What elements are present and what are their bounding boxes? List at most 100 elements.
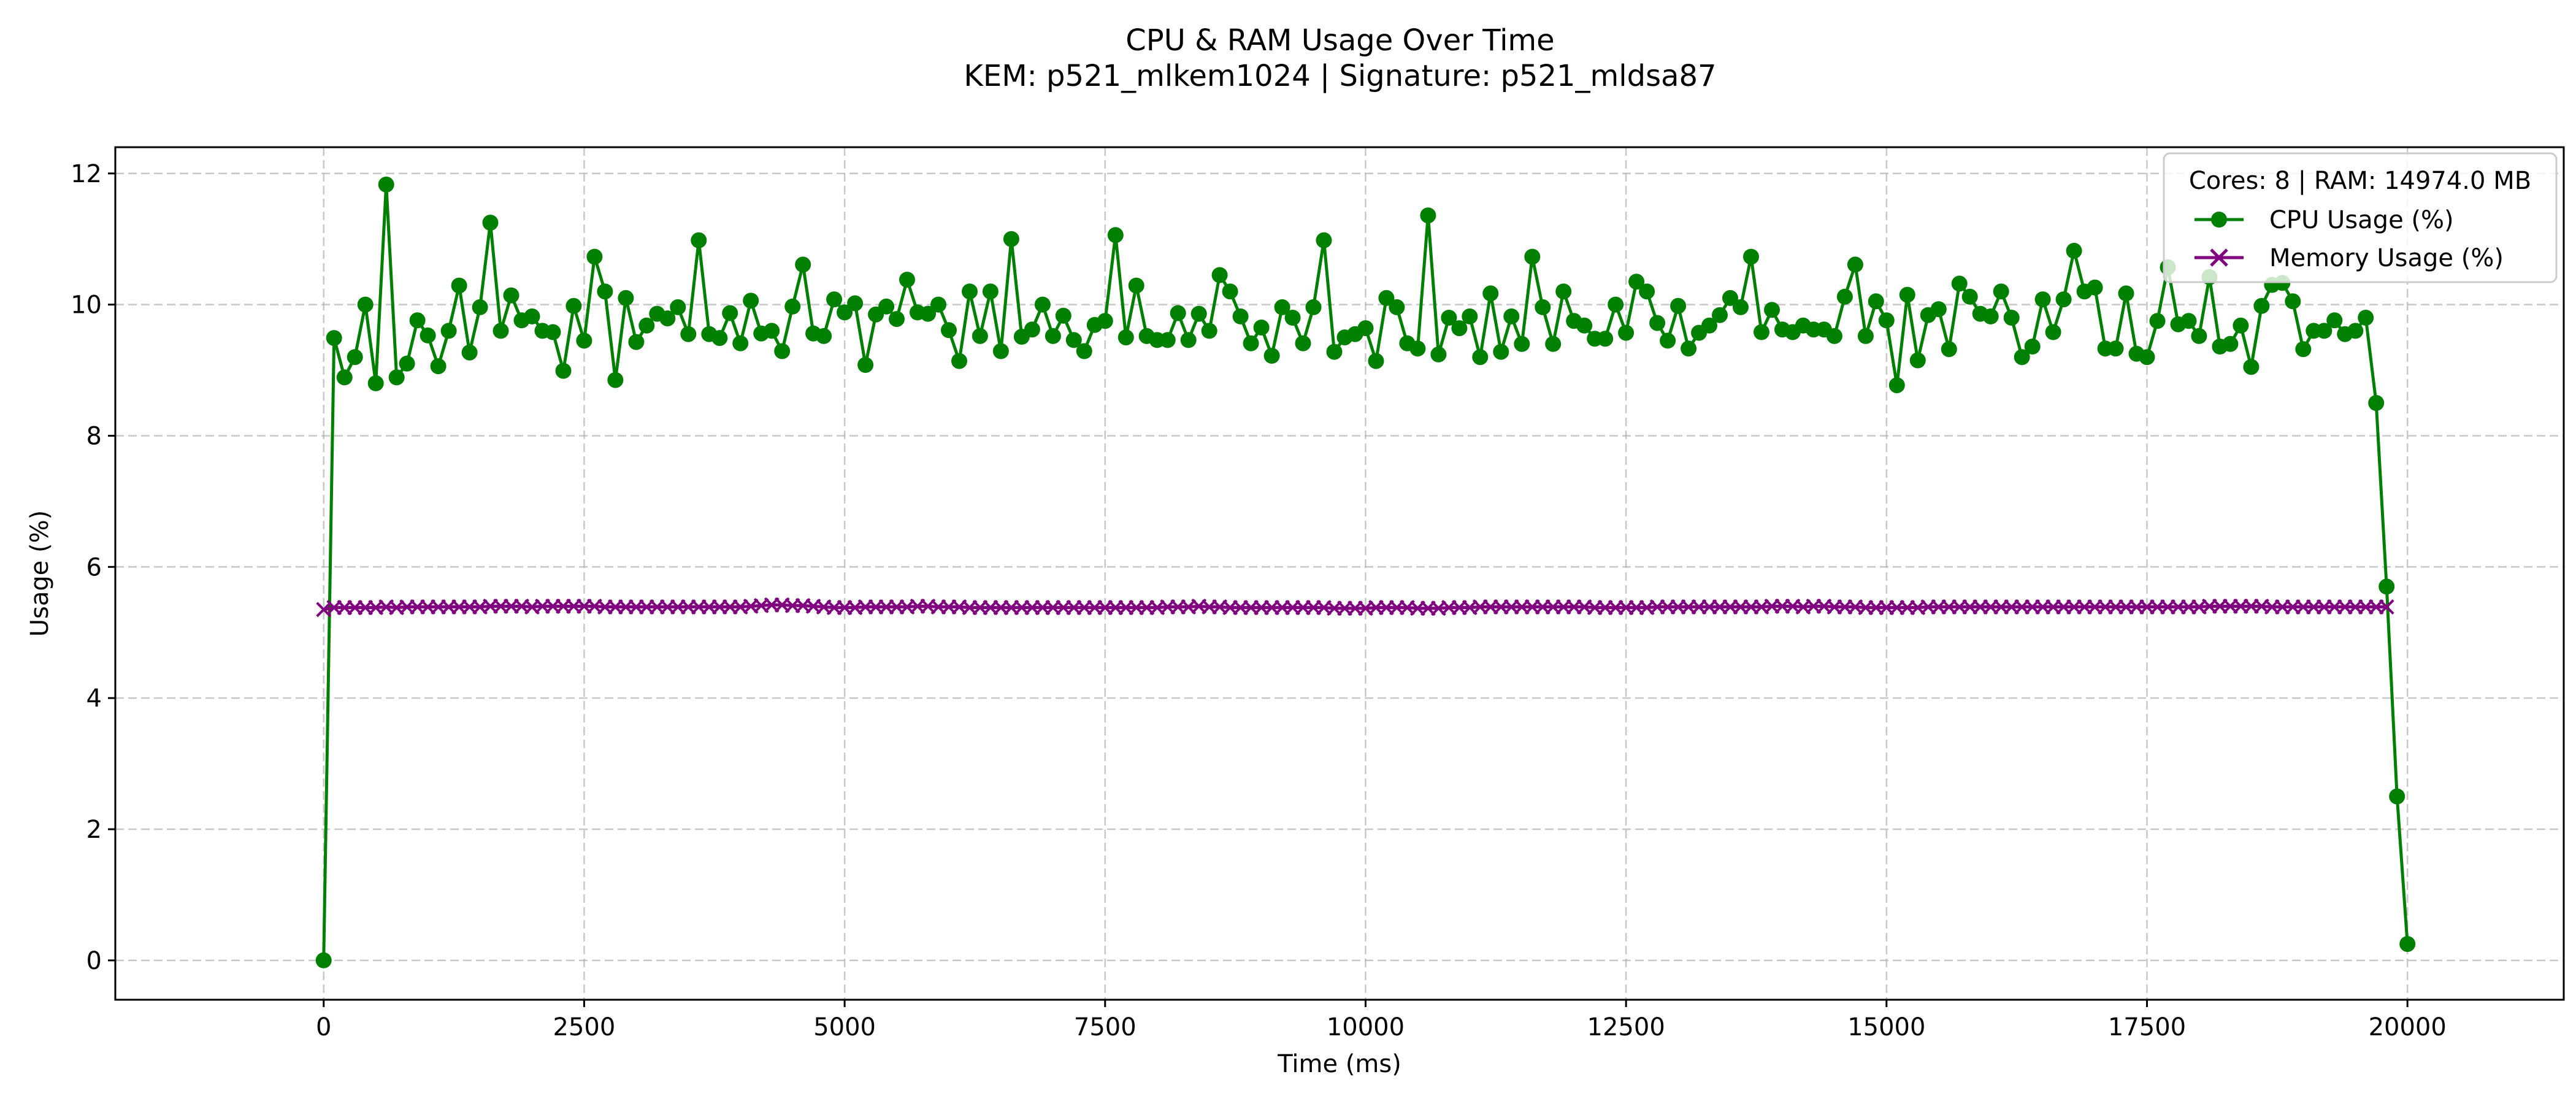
cpu-data-point [795, 256, 811, 273]
cpu-data-point [1263, 348, 1280, 364]
cpu-data-point [659, 310, 676, 327]
cpu-data-point [1524, 248, 1541, 265]
cpu-data-point [1201, 323, 1217, 339]
cpu-data-point [430, 358, 447, 375]
cpu-data-point [1190, 305, 1207, 322]
cpu-data-point [1941, 341, 1957, 358]
cpu-data-point [1535, 299, 1551, 315]
cpu-data-point [1451, 320, 1468, 337]
cpu-data-point [2358, 310, 2374, 326]
cpu-data-point [388, 369, 405, 386]
cpu-data-point [1441, 310, 1457, 326]
cpu-data-point [336, 369, 353, 386]
cpu-data-point [2139, 349, 2155, 366]
cpu-data-point [743, 293, 759, 309]
cpu-data-point [1305, 299, 1322, 315]
cpu-data-point [857, 357, 874, 373]
cpu-data-point [347, 349, 363, 366]
cpu-data-point [2180, 313, 2197, 329]
cpu-data-point [1472, 349, 1489, 366]
cpu-data-point [2087, 279, 2103, 296]
cpu-data-point [1076, 343, 1092, 359]
cpu-data-point [2285, 293, 2301, 310]
cpu-data-point [638, 317, 655, 334]
cpu-data-point [2253, 297, 2270, 314]
cpu-data-point [1024, 321, 1040, 338]
cpu-data-point [1764, 302, 1780, 318]
cpu-data-point [1597, 331, 1614, 347]
cpu-data-point [2347, 323, 2364, 339]
cpu-data-point [2003, 310, 2020, 326]
cpu-data-point [1930, 301, 1947, 318]
cpu-data-point [764, 323, 780, 339]
cpu-data-point [2326, 312, 2343, 329]
cpu-data-point [826, 291, 843, 308]
y-tick-label: 2 [86, 816, 102, 844]
x-tick-label: 12500 [1587, 1013, 1665, 1041]
chart-subtitle: KEM: p521_mlkem1024 | Signature: p521_ml… [964, 59, 1716, 93]
cpu-data-point [482, 215, 499, 231]
y-axis: 0 2 4 6 8 10 12 [71, 160, 115, 975]
cpu-data-point [1409, 340, 1426, 357]
x-tick-label: 15000 [1847, 1013, 1925, 1041]
cpu-data-point [1868, 293, 1884, 310]
cpu-data-point [451, 277, 467, 294]
legend-title: Cores: 8 | RAM: 14974.0 MB [2189, 167, 2531, 195]
cpu-data-point [1420, 207, 1436, 224]
cpu-data-point [1649, 315, 1666, 331]
memory-data-point [2379, 599, 2394, 615]
legend: Cores: 8 | RAM: 14974.0 MB CPU Usage (%)… [2163, 152, 2558, 283]
cpu-data-point [440, 323, 457, 339]
cpu-data-point [784, 298, 801, 315]
legend-memory-label: Memory Usage (%) [2269, 244, 2504, 272]
x-tick-label: 2500 [553, 1013, 616, 1041]
cpu-data-point [2191, 328, 2207, 344]
cpu-data-point [565, 297, 582, 314]
y-axis-label: Usage (%) [26, 510, 54, 637]
cpu-data-point [2014, 349, 2030, 366]
cpu-data-point [1618, 324, 1635, 341]
cpu-data-point [2399, 936, 2416, 953]
cpu-data-point [1909, 352, 1926, 369]
legend-cpu-marker [2211, 212, 2227, 228]
cpu-data-point [1243, 335, 1259, 351]
cpu-data-point [1608, 296, 1624, 313]
cpu-data-point [1003, 231, 1019, 247]
cpu-data-point [1754, 324, 1769, 340]
cpu-data-point [420, 327, 436, 343]
cpu-data-point [1639, 283, 1655, 300]
cpu-data-point [2389, 788, 2405, 805]
cpu-data-point [1722, 289, 1738, 306]
cpu-data-point [576, 332, 592, 349]
cpu-data-point [1128, 277, 1144, 294]
cpu-data-point [1576, 317, 1593, 334]
legend-memory-marker [2210, 248, 2228, 267]
cpu-data-point [503, 287, 519, 304]
cpu-data-point [2243, 359, 2260, 375]
cpu-data-point [1180, 332, 1197, 348]
cpu-data-point [1034, 296, 1051, 313]
cpu-data-point [962, 283, 978, 300]
series-layer [315, 176, 2416, 968]
cpu-data-point [1159, 332, 1176, 348]
cpu-data-point [837, 304, 853, 321]
cpu-data-point [1211, 267, 1228, 283]
cpu-data-point [586, 248, 603, 265]
cpu-data-point [493, 323, 509, 339]
cpu-data-point [357, 296, 374, 313]
memory-series-points [316, 597, 2394, 618]
x-tick-label: 10000 [1327, 1013, 1405, 1041]
legend-box [2163, 152, 2558, 283]
x-tick-label: 17500 [2108, 1013, 2186, 1041]
cpu-data-point [951, 353, 967, 369]
cpu-data-point [889, 311, 905, 328]
cpu-data-point [607, 372, 624, 388]
y-tick-label: 8 [86, 422, 102, 450]
cpu-data-point [2316, 323, 2333, 339]
cpu-data-point [628, 334, 645, 350]
cpu-data-point [878, 298, 895, 315]
cpu-data-point [1065, 332, 1082, 348]
cpu-data-point [1482, 285, 1499, 302]
cpu-data-point [1826, 328, 1842, 344]
